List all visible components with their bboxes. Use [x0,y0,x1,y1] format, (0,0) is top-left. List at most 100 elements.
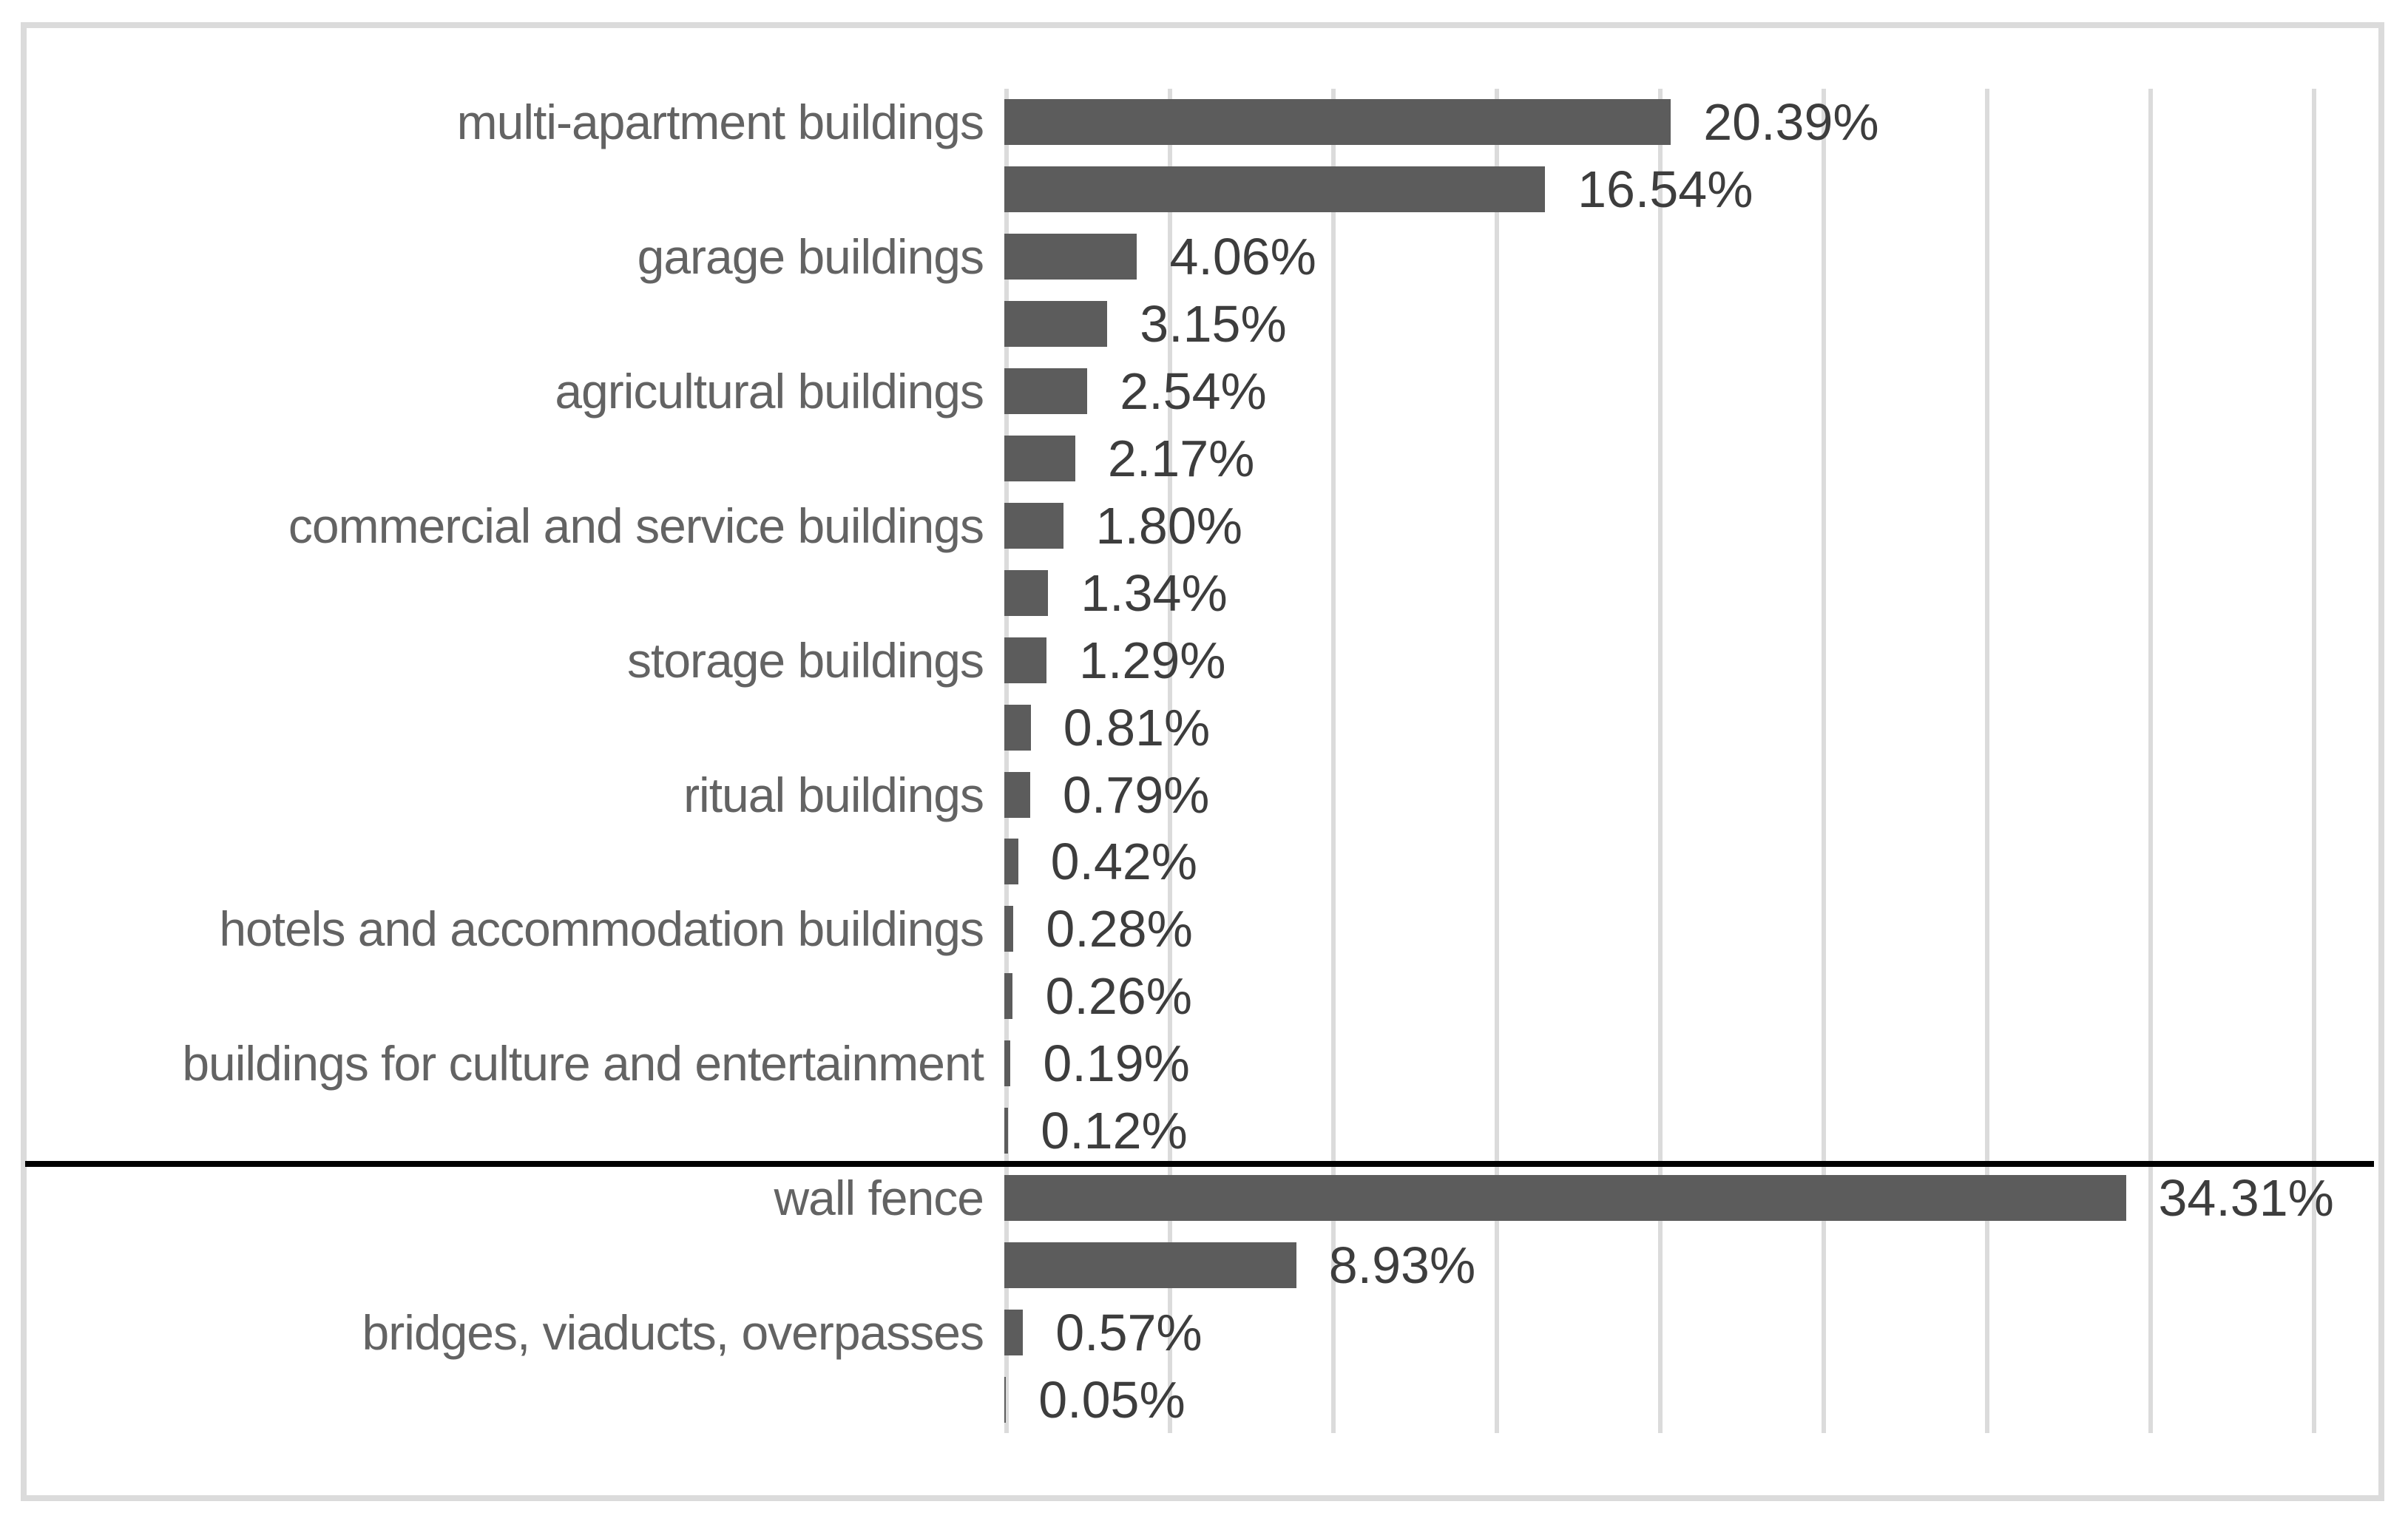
section-separator-line [25,1161,2374,1167]
bar [1004,1376,1007,1423]
category-label: bridges, viaducts, overpasses [362,1304,984,1360]
bar-row: 1.80% [1004,492,2364,559]
bar [1004,906,1014,952]
category-label: garage buildings [637,229,984,285]
category-row: hotels and accommodation buildings [44,895,984,963]
category-row [44,1231,984,1299]
bar-row: 0.19% [1004,1030,2364,1097]
bar-row: 34.31% [1004,1165,2364,1232]
value-label: 1.80% [1095,496,1243,555]
bar-row: 20.39% [1004,89,2364,156]
bar [1004,368,1088,415]
category-row [44,828,984,895]
category-label: buildings for culture and entertainment [182,1036,984,1091]
bar [1004,1174,2126,1221]
category-row [44,963,984,1030]
bar-row: 0.57% [1004,1299,2364,1366]
value-label: 2.54% [1120,362,1267,421]
category-label: commercial and service buildings [288,498,984,553]
bar-row: 2.17% [1004,425,2364,492]
value-label: 1.34% [1080,563,1228,622]
category-row [44,156,984,223]
value-label: 0.05% [1038,1370,1186,1429]
bar-row: 0.79% [1004,761,2364,828]
bar [1004,166,1546,213]
bar [1004,1108,1009,1154]
bar-row: 8.93% [1004,1231,2364,1299]
category-row [44,559,984,626]
bar-row: 0.81% [1004,694,2364,761]
category-label: ritual buildings [683,767,984,822]
bar [1004,569,1049,616]
category-row: bridges, viaducts, overpasses [44,1299,984,1366]
category-row [44,1366,984,1433]
bar [1004,973,1013,1020]
bar [1004,704,1031,751]
value-label: 0.28% [1046,900,1193,958]
value-label: 0.12% [1041,1102,1188,1160]
bar-rows: 20.39% 16.54% 4.06% 3.15% 2.54% 2.17% 1.80% 1.3… [1004,89,2364,1433]
value-label: 0.26% [1045,967,1192,1026]
value-label: 20.39% [1703,93,1879,152]
bar [1004,1040,1011,1087]
category-row: ritual buildings [44,761,984,828]
bar [1004,839,1018,885]
value-label: 16.54% [1577,160,1753,219]
bar-row: 3.15% [1004,291,2364,358]
bar-row: 0.28% [1004,895,2364,963]
plot-area: 20.39% 16.54% 4.06% 3.15% 2.54% 2.17% 1.80% 1.3… [1004,89,2364,1433]
gridline-0-percent [1004,89,1009,1433]
value-label: 8.93% [1328,1236,1476,1294]
bar-row: 1.29% [1004,626,2364,694]
gridline-10-percent [1331,89,1336,1433]
category-row [44,291,984,358]
gridline-20-percent [1658,89,1663,1433]
bar-row: 4.06% [1004,223,2364,291]
value-label: 1.29% [1079,631,1226,689]
gridline-15-percent [1495,89,1499,1433]
category-label: hotels and accommodation buildings [219,901,984,957]
category-row: agricultural buildings [44,358,984,425]
bar [1004,301,1108,348]
category-label: wall fence [774,1170,984,1225]
gridline-5-percent [1168,89,1172,1433]
category-row: storage buildings [44,626,984,694]
value-label: 0.81% [1063,698,1211,756]
category-label: storage buildings [627,632,984,688]
bar-row: 2.54% [1004,358,2364,425]
category-axis-labels: multi-apartment buildings garage building… [44,89,984,1433]
bar-row: 0.26% [1004,963,2364,1030]
category-label: agricultural buildings [555,364,984,419]
bar [1004,435,1075,481]
bar-row: 0.12% [1004,1097,2364,1165]
gridline-25-percent [1822,89,1826,1433]
category-row [44,694,984,761]
category-row [44,1097,984,1165]
bar [1004,637,1047,683]
value-label: 0.19% [1043,1035,1190,1093]
value-label: 3.15% [1140,295,1287,353]
bar-row: 16.54% [1004,156,2364,223]
category-row: wall fence [44,1165,984,1232]
category-row: multi-apartment buildings [44,89,984,156]
bar [1004,99,1671,146]
value-label: 4.06% [1169,228,1316,286]
value-label: 2.17% [1107,429,1255,487]
bar-row: 1.34% [1004,559,2364,626]
gridline-40-percent [2312,89,2316,1433]
category-row: buildings for culture and entertainment [44,1030,984,1097]
value-label: 0.79% [1062,765,1210,824]
bar [1004,234,1137,280]
bar-row: 0.05% [1004,1366,2364,1433]
bar [1004,1242,1296,1288]
value-label: 0.57% [1055,1303,1203,1361]
bar-row: 0.42% [1004,828,2364,895]
category-row: garage buildings [44,223,984,291]
value-label: 0.42% [1050,833,1198,891]
bar [1004,502,1063,549]
gridline-30-percent [1985,89,1989,1433]
gridline-35-percent [2148,89,2153,1433]
category-row: commercial and service buildings [44,492,984,559]
category-label: multi-apartment buildings [456,95,984,150]
